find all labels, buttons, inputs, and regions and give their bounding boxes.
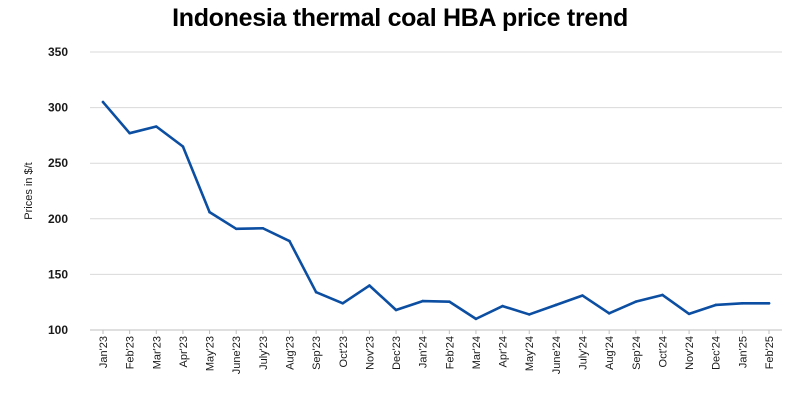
y-tick-label: 250	[48, 156, 68, 170]
x-tick-label: Jan'24	[418, 336, 430, 368]
x-tick-label: Nov'23	[364, 336, 376, 370]
x-tick-label: Feb'23	[125, 336, 137, 369]
x-tick-label: July'23	[258, 336, 270, 370]
data-point	[341, 302, 345, 305]
x-tick-label: June'23	[231, 336, 243, 374]
data-point	[607, 312, 611, 315]
data-point	[394, 308, 398, 312]
x-tick-label: July'24	[578, 336, 590, 370]
x-tick-label: Oct'24	[657, 336, 669, 367]
data-point	[554, 303, 558, 307]
data-point	[368, 284, 371, 287]
data-point	[767, 302, 771, 305]
x-tick-label: Oct'23	[338, 336, 350, 367]
data-point	[634, 300, 638, 303]
data-point	[527, 313, 531, 316]
y-tick-label: 100	[48, 323, 68, 337]
x-tick-label: Jan'25	[737, 336, 749, 368]
data-point	[421, 299, 424, 303]
x-tick-label: Mar'24	[471, 336, 483, 369]
data-point	[314, 290, 318, 294]
chart-title: Indonesia thermal coal HBA price trend	[172, 4, 628, 32]
data-point	[154, 125, 158, 128]
y-tick-label: 150	[48, 267, 68, 281]
y-axis-label: Prices in $/t	[23, 162, 35, 219]
data-point	[288, 239, 291, 243]
data-point	[128, 131, 131, 135]
data-point	[501, 304, 504, 308]
y-tick-label: 200	[48, 212, 68, 226]
x-tick-label: Apr'23	[178, 336, 190, 367]
data-point	[661, 293, 664, 297]
x-tick-label: Dec'24	[711, 336, 723, 370]
x-tick-label: May'24	[524, 336, 536, 371]
x-tick-label: Dec'23	[391, 336, 403, 370]
data-point	[714, 303, 718, 307]
x-tick-label: Apr'24	[498, 336, 510, 367]
x-tick-label: Aug'24	[604, 336, 616, 370]
y-tick-label: 300	[48, 101, 68, 115]
x-tick-label: Mar'23	[151, 336, 163, 369]
x-tick-label: Sep'23	[311, 336, 323, 370]
data-point	[234, 227, 238, 231]
data-point	[181, 145, 185, 148]
series-line	[101, 100, 771, 321]
y-tick-label: 350	[48, 45, 68, 59]
x-tick-label: June'24	[551, 336, 563, 374]
data-point	[687, 312, 691, 316]
data-point	[101, 100, 105, 104]
x-tick-label: May'23	[205, 336, 217, 371]
data-point	[261, 226, 265, 230]
x-tick-label: Sep'24	[631, 336, 643, 370]
x-tick-label: Jan'23	[98, 336, 110, 368]
data-point	[208, 210, 211, 214]
data-point	[741, 302, 744, 305]
data-point	[581, 294, 584, 297]
axes: 100 150 200 250 300 350 Jan'23 Feb'23 Mar'23 Apr'…	[48, 45, 776, 374]
x-tick-label: Feb'25	[764, 336, 776, 369]
data-point	[474, 317, 478, 321]
gridlines	[90, 51, 782, 331]
x-tick-label: Feb'24	[444, 336, 456, 369]
x-tick-label: Aug'23	[284, 336, 296, 370]
series-layer	[101, 100, 771, 321]
x-tick-label: Nov'24	[684, 336, 696, 370]
data-point	[448, 300, 451, 303]
